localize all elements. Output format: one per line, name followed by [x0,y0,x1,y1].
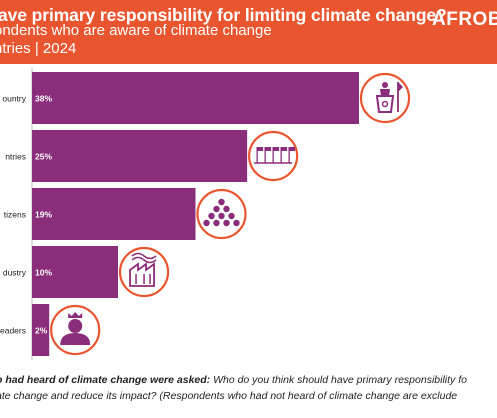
footnote-question-lead: o had heard of climate change were asked… [0,374,211,386]
crowd-icon [196,188,247,240]
category-label-2: tizens [4,210,26,220]
value-label-1: 25% [35,152,52,162]
category-label-3: dustry [3,268,27,278]
chart-title: ave primary responsibility for limiting … [0,5,447,25]
category-label-0: ountry [2,94,26,104]
leader-crown-icon [50,304,101,356]
chart-subtitle: ondents who are aware of climate change … [0,22,272,58]
footnote-line-2: ate change and reduce its impact? (Respo… [0,388,497,404]
afrobarometer-logo: AFROB [432,9,497,30]
bars-group: ountry 38% ntries 25% tizens 19% dustry 10% eade… [0,72,411,356]
bar-1 [32,130,248,182]
footnote-question-cont: ate change and reduce its impact? (Respo… [0,390,458,402]
bar-0 [32,72,359,124]
bar-2 [32,188,196,240]
footnote-line-1: o had heard of climate change were asked… [0,372,497,388]
value-label-4: 2% [35,326,48,336]
value-label-2: 19% [35,210,52,220]
value-label-0: 38% [35,94,52,104]
footnote: o had heard of climate change were asked… [0,372,497,404]
subtitle-line-2: ntries | 2024 [0,40,77,57]
government-podium-icon [359,72,411,124]
value-label-3: 10% [35,268,52,278]
bar-chart: ountry 38% ntries 25% tizens 19% dustry 10% eade… [0,68,411,360]
category-label-1: ntries [5,152,26,162]
subtitle-line-1: ondents who are aware of climate change [0,22,272,39]
factory-icon [118,246,170,298]
bar-3 [32,246,119,298]
flags-row-icon [248,130,299,182]
category-label-4: eaders [0,326,26,336]
footnote-question: Who do you think should have primary res… [213,374,467,386]
bar-4 [32,304,50,356]
header-banner: ave primary responsibility for limiting … [0,0,497,64]
